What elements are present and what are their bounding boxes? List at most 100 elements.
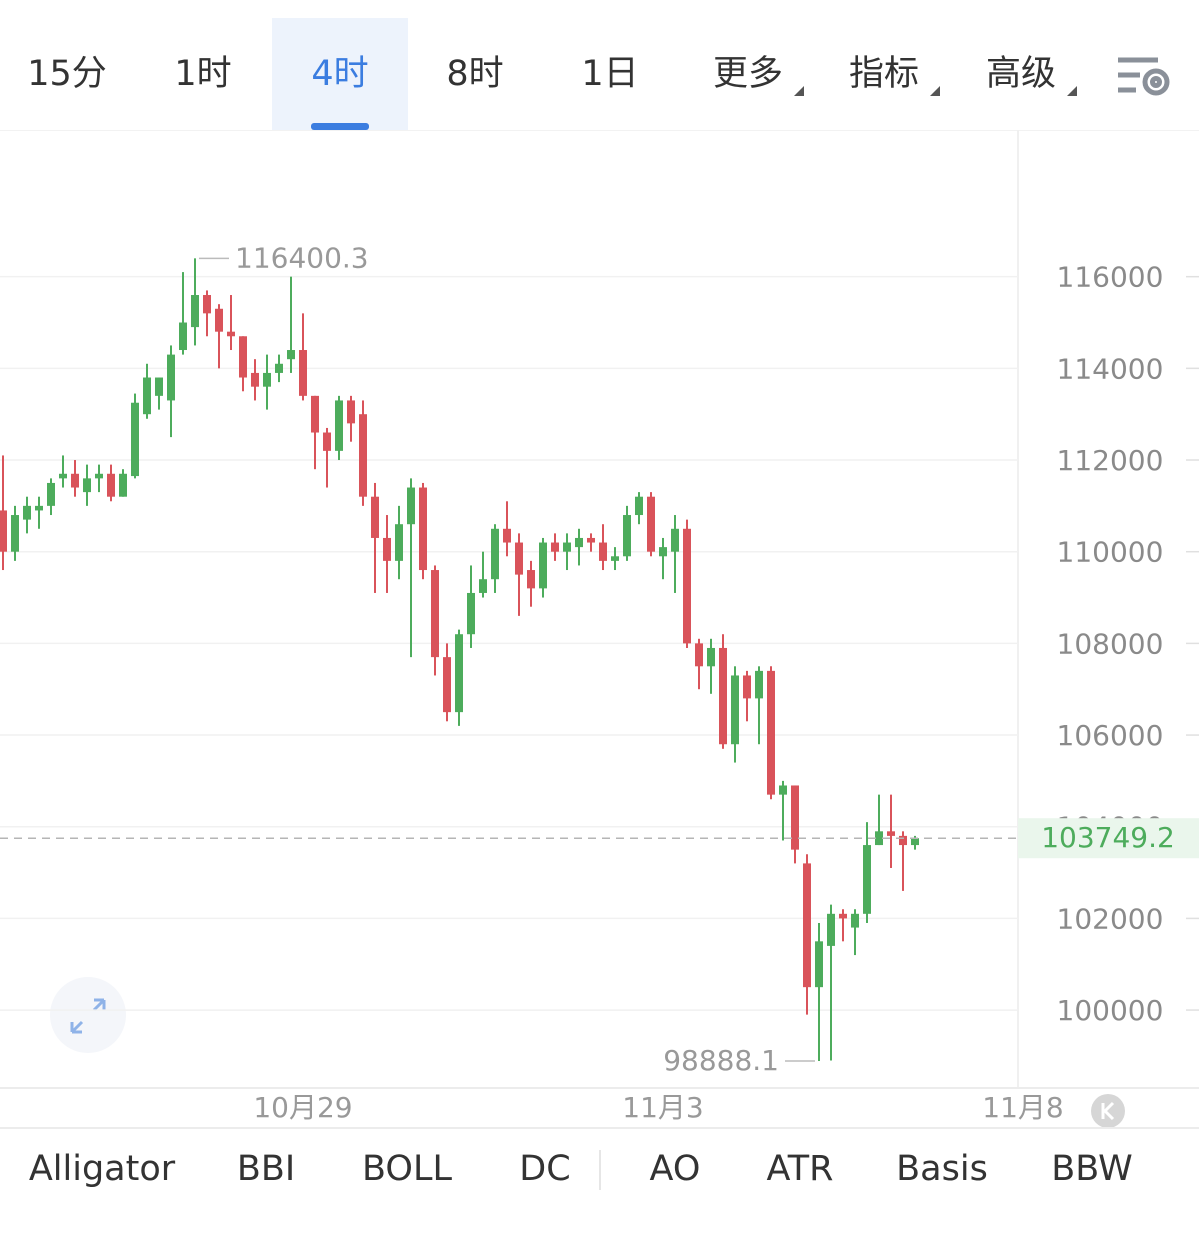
candle-body: [851, 913, 859, 928]
candle-body: [731, 675, 739, 745]
y-tick-label: 106000: [1057, 719, 1164, 752]
timeframe-tab[interactable]: 8时: [446, 54, 503, 94]
candle-body: [95, 473, 103, 479]
icon-gear: [1142, 68, 1170, 96]
icon-gear-core: [1150, 76, 1162, 88]
candle-body: [35, 505, 43, 511]
latest-icon: [1101, 1101, 1115, 1121]
settings-icon[interactable]: [1118, 57, 1170, 96]
scroll-latest-button[interactable]: [1091, 1094, 1125, 1128]
candle-body: [191, 295, 199, 328]
indicator-tab[interactable]: ATR: [767, 1149, 834, 1189]
candle-body: [803, 863, 811, 988]
candle-body: [371, 496, 379, 538]
high-marker-label: 116400.3: [235, 241, 369, 274]
indicator-tab[interactable]: Basis: [896, 1149, 988, 1189]
candle-body: [239, 336, 247, 378]
candle-body: [131, 402, 139, 477]
candle-body: [575, 537, 583, 548]
candle-body: [227, 331, 235, 337]
candle-body: [599, 542, 607, 561]
indicator-tab[interactable]: BOLL: [362, 1149, 452, 1189]
candle-body: [287, 350, 295, 360]
y-tick-label: 114000: [1057, 352, 1164, 385]
candle-body: [647, 496, 655, 552]
candle-body: [311, 395, 319, 433]
timeframe-tab[interactable]: 高级: [986, 54, 1056, 94]
candle-body: [479, 579, 487, 593]
candle-body: [359, 414, 367, 497]
candle-body: [611, 556, 619, 561]
candle-body: [563, 542, 571, 552]
candle-body: [299, 350, 307, 396]
indicator-tab[interactable]: DC: [519, 1149, 570, 1189]
y-tick-label: 100000: [1057, 994, 1164, 1027]
candle-body: [683, 528, 691, 644]
candle-body: [767, 670, 775, 795]
candle-body: [515, 542, 523, 575]
timeframe-tab[interactable]: 15分: [27, 54, 107, 94]
candle-body: [179, 322, 187, 351]
candle-body: [347, 400, 355, 424]
last-price-label: 103749.2: [1041, 821, 1175, 854]
candle-body: [47, 482, 55, 506]
indicator-tab[interactable]: Alligator: [29, 1149, 176, 1189]
candle-body: [623, 515, 631, 557]
last-price-box: [1018, 818, 1199, 859]
candle-body: [203, 295, 211, 314]
timeframe-tab[interactable]: 1时: [174, 54, 231, 94]
expand-button[interactable]: [50, 977, 126, 1053]
candle-body: [419, 487, 427, 571]
candle-body: [443, 657, 451, 713]
candle-body: [791, 785, 799, 850]
indicator-tab[interactable]: BBI: [237, 1149, 295, 1189]
candle-body: [779, 785, 787, 795]
indicator-tab[interactable]: AO: [650, 1149, 701, 1189]
expand-arrows: [70, 998, 106, 1034]
candle-body: [887, 831, 895, 836]
indicator-tab[interactable]: BBW: [1051, 1149, 1132, 1189]
candle-body: [695, 643, 703, 667]
candle-body: [23, 505, 31, 520]
timeframe-tab[interactable]: 指标: [849, 54, 919, 94]
candle-body: [407, 487, 415, 525]
candle-body: [827, 913, 835, 946]
timeframe-tab[interactable]: 1日: [581, 54, 638, 94]
timeframe-tab[interactable]: 更多: [713, 54, 783, 94]
candle-body: [863, 845, 871, 914]
candle-body: [395, 524, 403, 561]
candle-body: [587, 537, 595, 543]
y-tick-label: 116000: [1057, 261, 1164, 294]
candle-body: [467, 592, 475, 635]
active-tab-indicator: [311, 123, 369, 130]
candle-body: [455, 634, 463, 713]
candle-body: [659, 547, 667, 557]
candle-body: [815, 941, 823, 988]
candle-body: [335, 400, 343, 451]
candle-body: [215, 308, 223, 332]
expand-bg: [50, 977, 126, 1053]
candle-body: [527, 570, 535, 589]
candle-body: [743, 675, 751, 699]
timeframe-tab[interactable]: 4时: [311, 54, 368, 94]
candle-body: [707, 647, 715, 667]
candle-body: [71, 473, 79, 488]
candle-body: [911, 838, 919, 846]
candle-body: [899, 835, 907, 846]
candle-body: [119, 473, 127, 497]
candle-body: [383, 537, 391, 561]
y-tick-label: 102000: [1057, 902, 1164, 935]
candle-body: [59, 473, 67, 479]
dropdown-caret: [1067, 86, 1077, 96]
candle-body: [839, 913, 847, 919]
candle-body: [719, 647, 727, 745]
candle-body: [431, 570, 439, 658]
candle-body: [551, 542, 559, 552]
candle-body: [755, 670, 763, 699]
candle-body: [875, 831, 883, 846]
dropdown-caret: [794, 86, 804, 96]
candle-body: [263, 372, 271, 387]
candle-body: [323, 432, 331, 451]
